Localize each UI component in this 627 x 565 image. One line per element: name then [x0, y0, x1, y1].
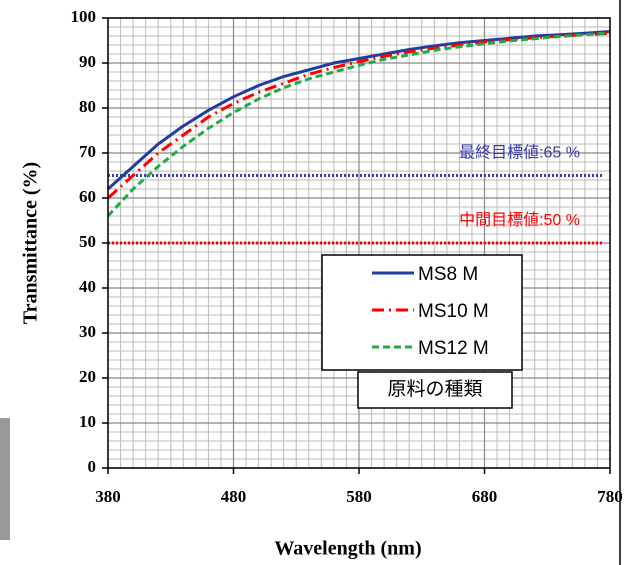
x-tick-label: 780 [597, 487, 623, 506]
background-patch [0, 418, 10, 540]
y-tick-label: 90 [79, 52, 96, 71]
y-tick-label: 50 [79, 232, 96, 251]
x-tick-label: 580 [346, 487, 372, 506]
x-tick-label: 480 [221, 487, 247, 506]
x-axis-label: Wavelength (nm) [274, 538, 421, 560]
legend-label: MS10 M [418, 301, 489, 322]
y-tick-label: 80 [79, 97, 96, 116]
legend-title-box [357, 371, 513, 409]
y-tick-label: 20 [79, 367, 96, 386]
legend-box [321, 254, 523, 371]
legend-label: MS8 M [418, 264, 478, 285]
y-tick-label: 0 [88, 457, 97, 476]
legend-title: 原料の種類 [387, 378, 482, 400]
y-tick-label: 10 [79, 412, 96, 431]
x-tick-label: 680 [472, 487, 498, 506]
y-tick-label: 60 [79, 187, 96, 206]
plot-frame [107, 17, 611, 469]
line-series [106, 31, 611, 218]
y-tick-label: 70 [79, 142, 96, 161]
legend-label: MS12 M [418, 338, 489, 359]
y-axis-label: Transmittance (%) [20, 162, 42, 324]
y-tick-label: 100 [71, 7, 97, 26]
reference-label: 中間目標値:50 % [459, 211, 580, 229]
reference-label: 最終目標値:65 % [459, 144, 580, 162]
y-tick-label: 30 [79, 322, 96, 341]
line-series [106, 30, 611, 191]
plot: 最終目標値:65 % 中間目標値:50 % [106, 30, 611, 245]
y-tick-label: 40 [79, 277, 96, 296]
x-tick-label: 380 [95, 487, 121, 506]
